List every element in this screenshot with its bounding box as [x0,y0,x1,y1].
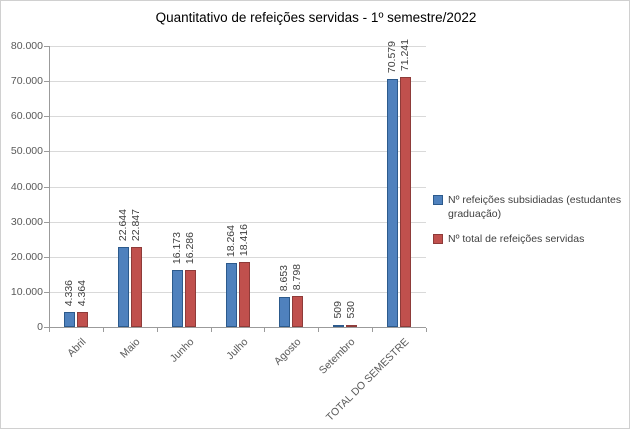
bar-value-label: 16.173 [170,231,183,264]
bar-subsidiadas-julho [225,263,237,327]
bar-value-label: 18.264 [224,224,237,257]
y-axis-tick [44,291,49,293]
x-axis-tick [49,328,50,332]
bar-value-label: 530 [345,301,358,319]
x-axis-label-abril: Abril [65,336,89,360]
bar-subsidiadas-setembro [333,325,345,327]
bar-subsidiadas-junho [171,270,183,327]
bar-value-label: 4.336 [62,279,75,306]
y-axis-tick [44,327,49,328]
bar-total-maio [130,247,142,327]
y-axis-label: 10.000 [10,285,43,298]
x-axis-tick [372,328,374,332]
y-axis-label: 50.000 [10,145,43,158]
gridline [49,116,426,118]
bar-value-label: 18.416 [237,223,250,256]
bar-total-total-do-semestre [400,77,412,327]
x-axis-tick [156,328,158,332]
y-axis-tick [44,256,49,258]
bar-value-label: 70.579 [386,40,399,73]
bar-total-julho [238,262,250,327]
legend-swatch [433,195,443,205]
y-axis-label: 20.000 [10,250,43,263]
bar-total-abril [76,312,88,327]
y-axis-tick [44,186,49,188]
bar-value-label: 16.286 [183,231,196,264]
y-axis-tick [44,81,49,83]
x-axis-tick [264,328,266,332]
bar-subsidiadas-agosto [279,297,291,327]
legend-swatch [433,234,443,245]
bar-value-label: 8.798 [291,263,304,290]
legend-label: Nº refeições subsidiadas (estudantes gra… [448,194,622,220]
bar-value-label: 71.241 [399,38,412,71]
gridline [49,256,426,258]
gridline [49,46,426,47]
y-axis-tick [44,116,49,118]
gridline [49,186,426,188]
x-axis-tick [210,328,212,332]
legend-item-subsidiadas: Nº refeições subsidiadas (estudantes gra… [433,194,625,221]
x-axis-line [49,327,426,328]
gridline [49,151,426,153]
y-axis-label: 30.000 [10,215,43,228]
legend-item-total: Nº total de refeições servidas [433,233,625,247]
y-axis-tick [44,46,49,47]
y-axis-line [49,46,50,328]
y-axis-label: 40.000 [10,180,43,193]
bar-subsidiadas-total-do-semestre [387,79,399,327]
y-axis-tick [44,221,49,223]
x-axis-tick [426,328,427,332]
bar-value-label: 4.364 [75,279,88,306]
y-axis-label: 0 [37,321,43,333]
y-axis-label: 60.000 [10,110,43,123]
chart-title: Quantitativo de refeições servidas - 1º … [155,10,477,25]
y-axis-label: 80.000 [10,40,43,52]
bar-total-agosto [292,296,304,327]
y-axis-label: 70.000 [10,75,43,88]
bar-subsidiadas-maio [117,247,129,327]
bar-value-label: 22.644 [116,208,129,241]
bar-total-setembro [346,325,358,327]
gridline [49,291,426,293]
y-axis-tick [44,151,49,153]
gridline [49,221,426,223]
bar-value-label: 8.653 [278,264,291,291]
x-axis-tick [102,328,104,332]
x-axis-tick [318,328,320,332]
gridline [49,81,426,83]
legend: Nº refeições subsidiadas (estudantes gra… [433,194,625,259]
bar-total-junho [184,270,196,327]
legend-label: Nº total de refeições servidas [448,233,585,246]
bar-subsidiadas-abril [63,312,75,327]
bar-value-label: 22.847 [129,208,142,241]
bar-value-label: 509 [332,301,345,319]
